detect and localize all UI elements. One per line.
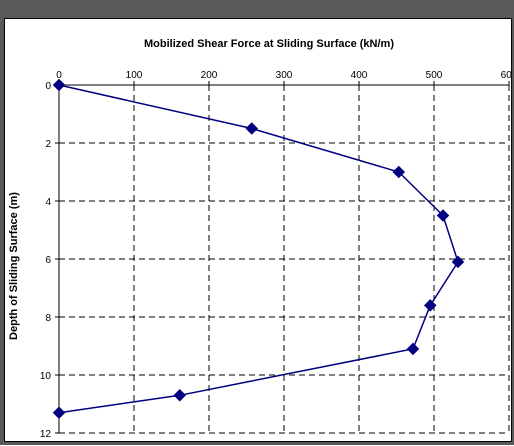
x-tick-label: 400 [351,70,368,81]
y-axis-label: Depth of Sliding Surface (m) [8,192,20,340]
y-tick-label: 12 [40,429,52,440]
x-tick-label: 500 [426,70,443,81]
chart-svg: Mobilized Shear Force at Sliding Surface… [8,38,514,440]
data-point [451,255,465,269]
y-tick-label: 2 [45,139,51,150]
chart-title: Mobilized Shear Force at Sliding Surface… [144,38,394,50]
data-point [173,388,187,402]
y-tick-label: 10 [40,371,52,382]
data-point [245,122,259,135]
y-tick-label: 4 [45,197,51,208]
data-point [406,342,420,356]
y-tick-label: 6 [45,255,51,266]
x-tick-label: 200 [201,70,218,81]
data-point [436,209,450,222]
x-tick-label: 100 [126,70,143,81]
x-tick-label: 600 [501,70,511,81]
series-line [58,84,459,414]
data-point [52,406,66,420]
x-tick-label: 0 [56,70,62,81]
plot-layer: 0 100 200 300 400 500 600 0 2 4 6 8 10 12 [40,70,514,440]
data-point [423,299,437,312]
data-point [392,165,406,179]
data-point [52,78,66,92]
y-tick-label: 8 [45,313,51,324]
chart-area: Mobilized Shear Force at Sliding Surface… [4,18,514,442]
x-tick-label: 300 [276,70,293,81]
y-tick-label: 0 [45,81,51,92]
